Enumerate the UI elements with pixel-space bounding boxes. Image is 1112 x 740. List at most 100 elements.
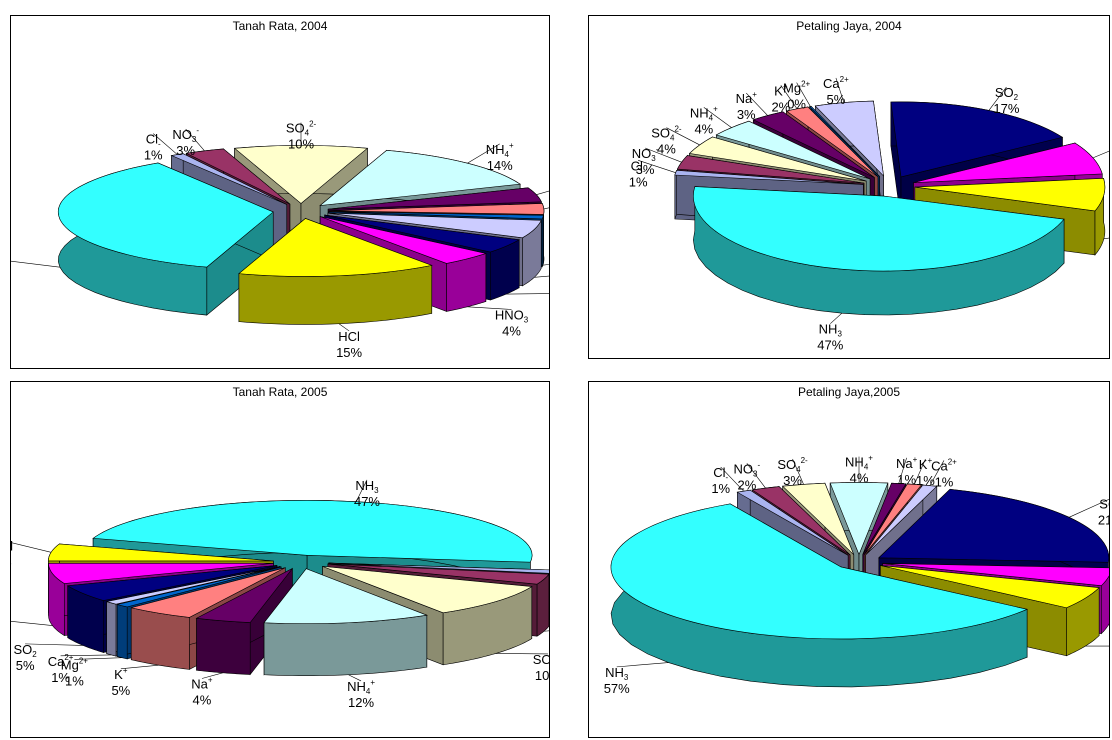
pie-chart-svg: Petaling Jaya, 2004NH347%Cl-1%NO3-3%SO42… [629, 19, 1109, 353]
leader-line [988, 86, 1007, 111]
slice-percent: 4% [193, 693, 212, 708]
slice-so4-2 [688, 136, 867, 182]
leader-line [495, 653, 548, 655]
leader-line [60, 654, 112, 657]
slice-percent: 1% [51, 670, 70, 685]
leader-line [534, 275, 549, 278]
slice-percent: 5% [16, 658, 35, 673]
svg-text:NO3-: NO3- [172, 126, 199, 144]
slice-label-nh4: NH4+14% [486, 141, 514, 173]
slice-na [328, 187, 542, 210]
leader-line [616, 662, 669, 668]
slice-label-so4-2: SO42-10% [533, 652, 549, 683]
slice-label-nh4: NH4+4% [690, 104, 718, 136]
slice-label-so4-2: SO42-3% [777, 456, 808, 488]
leader-line [1092, 150, 1109, 159]
slice-percent: 47% [817, 338, 843, 353]
svg-text:Cl-: Cl- [146, 132, 161, 149]
slice-percent: 2% [737, 477, 756, 492]
leader-line [929, 460, 945, 486]
slice-nh3 [610, 503, 1029, 640]
pie-chart-svg: Tanah Rata, 2005NH347%Cl-1%NO3-3%SO42-10… [11, 385, 549, 710]
slice-label-na: Na+1% [896, 455, 918, 487]
leader-line [153, 133, 178, 155]
slice-nh4 [263, 568, 428, 625]
leader-line [644, 147, 682, 163]
leader-line [338, 323, 350, 332]
slice-percent: 3% [176, 143, 195, 158]
slice-percent: 4% [694, 121, 713, 136]
svg-text:Na+: Na+ [191, 676, 213, 692]
slice-percent: 1% [897, 472, 916, 487]
slice-na [862, 482, 907, 555]
slice-percent: 10% [535, 668, 549, 683]
leader-line [536, 190, 549, 195]
slice-mg2 [328, 211, 544, 220]
svg-text:SO42-: SO42- [651, 125, 682, 143]
slice-label-cl: Cl-1% [629, 158, 648, 189]
slice-label-na: Na+3% [736, 90, 758, 122]
leader-line [11, 260, 60, 268]
slice-percent: 4% [657, 142, 676, 157]
pie-panel-petaling-jaya-2004: Petaling Jaya, 2004 NH3 47% Cl- 1% NO3- 3% SO42… [588, 15, 1110, 359]
svg-text:NO3-: NO3- [734, 460, 761, 478]
svg-text:Na+: Na+ [896, 455, 918, 471]
leader-line [348, 674, 362, 682]
slice-na [195, 568, 293, 623]
slice-label-ca2: Ca2+1% [931, 457, 957, 489]
slice-percent: 47% [354, 494, 380, 509]
svg-text:Na+: Na+ [736, 90, 758, 106]
leader-line [201, 672, 223, 679]
leader-line [1068, 498, 1109, 518]
slice-ca2 [327, 212, 542, 239]
slice-ca2 [106, 566, 281, 605]
slice-mg2 [117, 566, 282, 608]
leader-line [914, 458, 926, 485]
svg-text:NH4+: NH4+ [347, 678, 375, 696]
slice-percent: 5% [827, 92, 846, 107]
svg-text:SO42-: SO42- [286, 120, 317, 138]
leader-line [25, 643, 84, 646]
slice-percent: 0% [787, 97, 806, 112]
slice-so2 [878, 488, 1109, 563]
svg-text:Ca2+: Ca2+ [48, 653, 74, 669]
slice-label-hcl: HCl5% [11, 538, 13, 569]
svg-text:HCl: HCl [338, 329, 360, 344]
slice-label-so2: SO221% [1098, 496, 1109, 527]
slice-nh3 [57, 162, 274, 268]
svg-text:NH4+: NH4+ [845, 454, 873, 472]
slice-hno3 [48, 562, 274, 584]
leader-line [506, 293, 549, 295]
slice-label-mg2: Mg2+1% [61, 656, 89, 688]
svg-text:NH3: NH3 [819, 322, 843, 339]
leader-line [638, 160, 676, 173]
slice-percent: 1% [144, 148, 163, 163]
svg-text:NH4+: NH4+ [486, 141, 514, 159]
leader-line [792, 458, 804, 485]
svg-text:SO2: SO2 [1099, 496, 1109, 513]
svg-text:Cl-: Cl- [631, 158, 646, 175]
slice-nh4 [829, 482, 889, 556]
slice-percent: 4% [502, 323, 521, 338]
slice-hno3 [882, 563, 1109, 586]
leader-line [780, 85, 798, 110]
slice-k [131, 567, 286, 618]
leader-line [746, 463, 766, 489]
slice-percent: 14% [487, 158, 513, 173]
slice-nh3 [693, 186, 1065, 272]
slice-label-nh4: NH4+12% [347, 678, 375, 710]
slice-label-no3: NO3-3% [632, 145, 659, 177]
leader-line [666, 127, 700, 146]
chart-title: Petaling Jaya,2005 [798, 385, 900, 399]
slice-percent: 10% [288, 137, 314, 152]
slice-percent: 12% [348, 695, 374, 710]
leader-line [796, 82, 811, 107]
pie-panel-tanah-rata-2004: Tanah Rata, 2004NH336%Cl-1%NO3-3%SO42-10… [10, 15, 550, 369]
chart-title: Tanah Rata, 2005 [233, 385, 328, 399]
svg-text:NH4+: NH4+ [690, 104, 718, 122]
